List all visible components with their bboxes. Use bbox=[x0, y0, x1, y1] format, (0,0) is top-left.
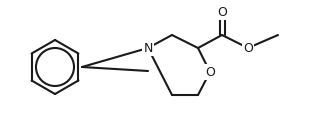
Text: N: N bbox=[143, 42, 153, 55]
Text: O: O bbox=[243, 42, 253, 55]
Text: O: O bbox=[217, 5, 227, 18]
Text: O: O bbox=[205, 66, 215, 79]
